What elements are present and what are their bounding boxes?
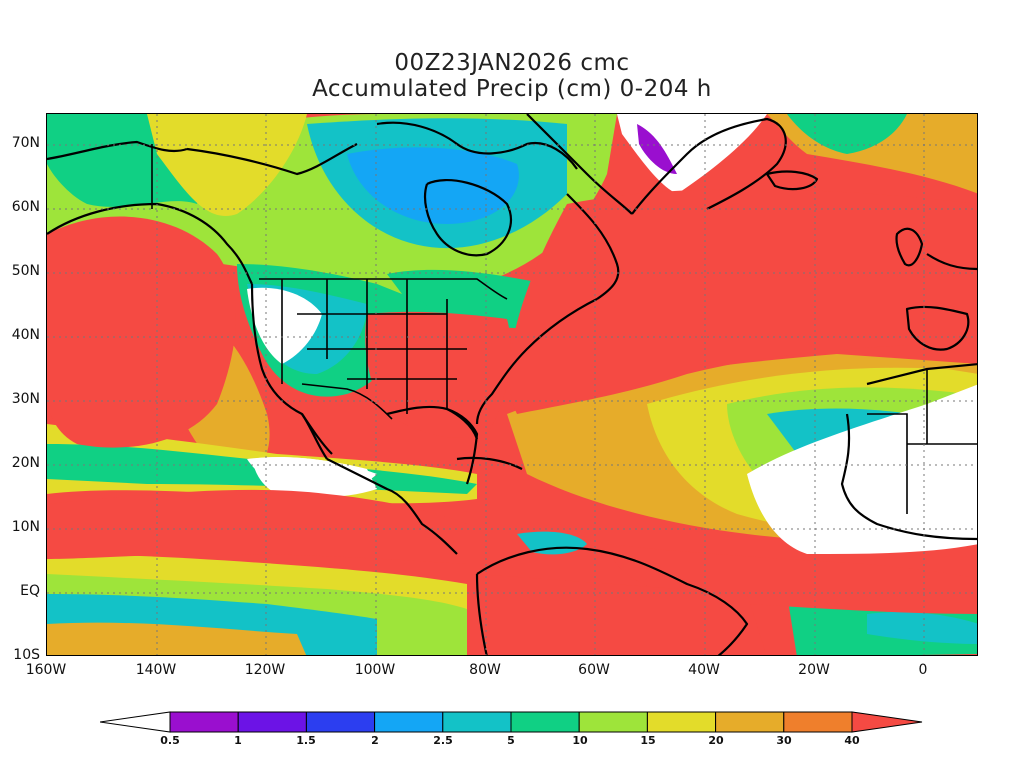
coastlines	[47, 114, 977, 655]
colorbar-segment-5	[442, 711, 512, 733]
precip-region-canada-cyan	[347, 147, 519, 224]
precip-region-south-atlantic-teal	[867, 612, 977, 644]
precip-region-east-pacific-white	[252, 457, 377, 498]
map-subtitle: Accumulated Precip (cm) 0-204 h	[312, 76, 712, 102]
colorbar-label-15: 15	[640, 734, 656, 747]
borders	[151, 144, 977, 514]
precip-map	[46, 113, 978, 656]
coast-mexico	[326, 458, 458, 555]
border-us-canada	[259, 278, 508, 300]
lat-label-10n: 10N	[11, 519, 40, 535]
colorbar-label-0.5: 0.5	[160, 734, 180, 747]
colorbar-segment-2	[237, 711, 307, 733]
precip-region-east-us-red	[365, 311, 511, 438]
lon-label-40w: 40W	[688, 662, 720, 678]
colorbar-segment-3	[305, 711, 376, 733]
lon-label-0: 0	[918, 662, 928, 678]
colorbar-label-2: 2	[371, 734, 379, 747]
colorbar-label-1: 1	[234, 734, 242, 747]
coast-labrador	[566, 193, 620, 300]
map-title: 00Z23JAN2026 cmc	[394, 50, 630, 76]
colorbar-segment-4	[374, 711, 444, 733]
lat-label-40n: 40N	[11, 327, 40, 343]
precip-region-greenland-green	[787, 114, 907, 154]
grid-lon	[156, 114, 925, 655]
coast-iberia	[905, 305, 970, 351]
colorbar-label-40: 40	[844, 734, 860, 747]
lon-label-80w: 80W	[469, 662, 501, 678]
precip-region-yukon-yellow	[147, 114, 307, 216]
coast-iceland	[765, 170, 819, 191]
coast-us-east	[475, 298, 598, 425]
precip-field	[47, 114, 977, 655]
colorbar-label-1.5: 1.5	[296, 734, 316, 747]
colorbar-segment-7	[578, 711, 648, 733]
colorbar-segment-10	[783, 711, 853, 733]
precip-region-itcz-pacific-red	[47, 489, 467, 564]
colorbar	[100, 711, 923, 733]
border-us-states-grid	[281, 279, 467, 414]
lat-label-10s: 10S	[13, 647, 40, 663]
graticule	[47, 114, 977, 655]
coast-greenland	[631, 117, 787, 215]
lat-label-60n: 60N	[11, 199, 40, 215]
lon-label-140w: 140W	[135, 662, 177, 678]
lon-label-60w: 60W	[578, 662, 610, 678]
lat-label-70n: 70N	[11, 135, 40, 151]
coast-us-west	[250, 283, 328, 460]
precip-region-greenland-purple	[637, 124, 677, 174]
coast-florida	[446, 408, 479, 440]
colorbar-label-5: 5	[507, 734, 515, 747]
colorbar-segment-0	[100, 711, 171, 733]
lon-label-120w: 120W	[244, 662, 286, 678]
border-africa	[867, 369, 977, 514]
lat-label-50n: 50N	[11, 263, 40, 279]
coast-cuba	[456, 456, 523, 470]
colorbar-label-20: 20	[708, 734, 724, 747]
precip-region-north-atlantic-red	[509, 189, 977, 414]
colorbar-label-10: 10	[572, 734, 588, 747]
precip-region-sahara-white	[747, 384, 977, 554]
colorbar-label-2.5: 2.5	[433, 734, 453, 747]
lon-label-100w: 100W	[354, 662, 396, 678]
coast-arctic-islands	[376, 121, 578, 170]
coast-canada-arctic	[186, 143, 358, 176]
precip-region-greenland-white	[617, 114, 767, 194]
colorbar-segment-8	[646, 711, 717, 733]
coast-europe	[926, 253, 977, 271]
precip-region-south-america-red	[477, 574, 767, 655]
lat-label-20n: 20N	[11, 455, 40, 471]
precip-region-north-pacific-red	[47, 216, 236, 448]
coast-baffin	[526, 114, 633, 215]
colorbar-segment-1	[169, 711, 239, 733]
precip-region-caribbean-teal	[517, 531, 587, 555]
coast-alaska-south	[47, 202, 253, 285]
coast-baja	[301, 413, 333, 455]
colorbar-segment-11	[851, 711, 923, 733]
lon-label-20w: 20W	[798, 662, 830, 678]
coast-gulf	[386, 405, 479, 485]
precip-region-south-pacific-orange	[47, 622, 307, 655]
colorbar-segment-6	[510, 711, 580, 733]
coast-alaska	[47, 140, 188, 161]
border-us-mexico	[301, 383, 393, 420]
lon-label-160w: 160W	[25, 662, 67, 678]
lat-label-eq: EQ	[20, 583, 40, 599]
coast-south-america	[476, 546, 749, 655]
coast-britain	[895, 227, 924, 267]
colorbar-segment-9	[715, 711, 785, 733]
coast-hudson-bay	[423, 179, 512, 257]
colorbar-label-30: 30	[776, 734, 792, 747]
lat-label-30n: 30N	[11, 391, 40, 407]
